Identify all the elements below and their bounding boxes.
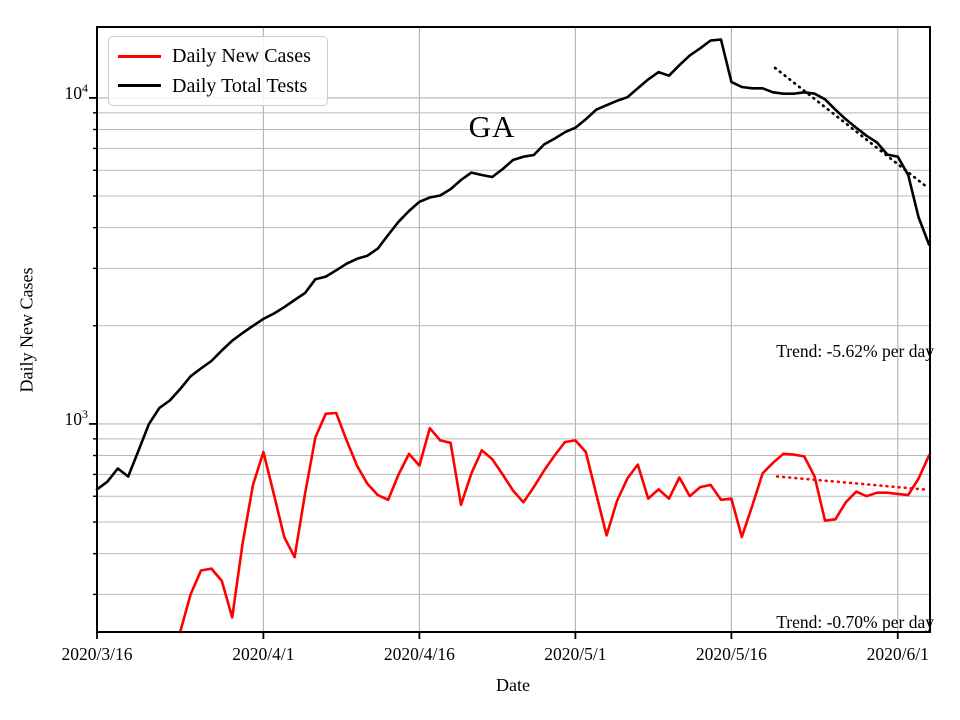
tests-trend-annotation: Trend: -5.62% per day	[776, 341, 934, 361]
chart-title: GA	[468, 109, 516, 144]
y-tick-exponent: 3	[82, 407, 88, 422]
legend-label: Daily New Cases	[172, 45, 311, 68]
legend-label: Daily Total Tests	[172, 74, 308, 97]
x-tick-label: 2020/4/1	[232, 644, 295, 664]
trendline-cases	[775, 475, 930, 492]
y-tick-label-10e3: 103	[40, 408, 89, 429]
legend-line-sample-black	[118, 84, 161, 88]
legend-item-daily-total-tests: Daily Total Tests	[109, 76, 327, 96]
y-tick-mantissa: 10	[64, 83, 83, 103]
y-tick-label-10e4: 104	[40, 82, 89, 103]
x-tick-label: 2020/5/1	[544, 644, 607, 664]
series-daily-total-tests	[95, 38, 931, 491]
x-tick-label: 2020/4/16	[383, 644, 455, 664]
x-tick-label: 2020/5/16	[695, 644, 767, 664]
legend-item-daily-new-cases: Daily New Cases	[109, 46, 327, 66]
x-tick-label: 2020/6/1	[866, 644, 929, 664]
legend: Daily New Cases Daily Total Tests	[108, 36, 328, 106]
trendline-tests	[773, 66, 929, 189]
y-tick-mantissa: 10	[64, 409, 83, 429]
y-tick-exponent: 4	[82, 81, 88, 96]
cases-trend-annotation: Trend: -0.70% per day	[776, 612, 934, 632]
plot-border	[96, 26, 931, 633]
y-axis-label: Daily New Cases	[16, 267, 37, 393]
x-axis-label: Date	[496, 675, 530, 695]
x-tick-label: 2020/3/16	[61, 644, 133, 664]
legend-line-sample-red	[118, 54, 161, 58]
series-daily-new-cases	[178, 411, 931, 634]
